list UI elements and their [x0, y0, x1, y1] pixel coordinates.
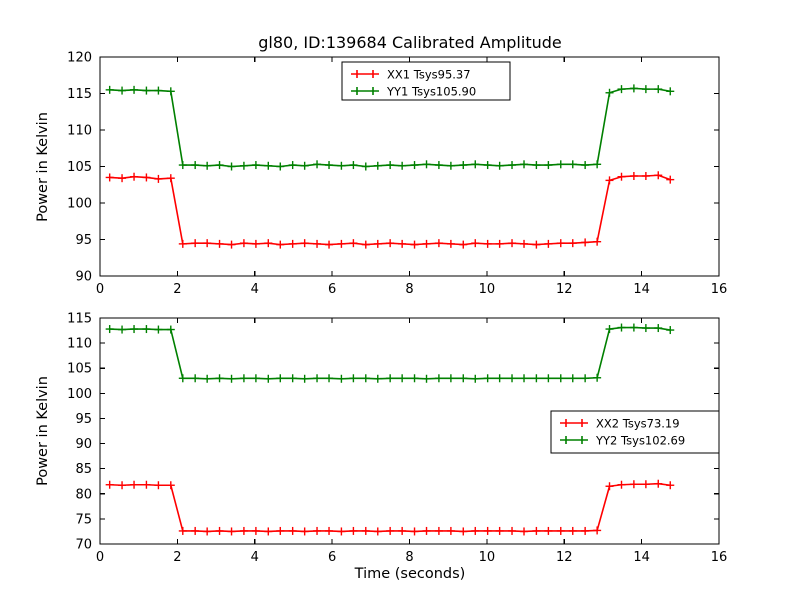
- top-panel-x-ticks: [99, 57, 720, 276]
- x-tick-label: 2: [173, 550, 181, 565]
- bottom-panel: 0 2 4 6 8 10 12 14 16 70 75 80 85 90 95 100 105 110 115 P…: [35, 312, 727, 583]
- y-tick-label: 110: [67, 124, 92, 139]
- data-markers-yy1: [105, 84, 675, 171]
- x-tick-label: 8: [405, 282, 413, 297]
- figure-title: gl80, ID:139684 Calibrated Amplitude: [258, 33, 561, 52]
- x-tick-label: 2: [173, 282, 181, 297]
- x-tick-label: 8: [405, 550, 413, 565]
- top-panel-legend[interactable]: XX1 Tsys95.37 YY1 Tsys105.90: [341, 61, 511, 101]
- x-tick-label: 0: [96, 550, 104, 565]
- top-panel-y-axis-label: Power in Kelvin: [35, 112, 51, 222]
- data-markers-yy2: [105, 323, 675, 383]
- legend-box: [341, 61, 511, 101]
- y-tick-label: 80: [75, 487, 92, 502]
- y-tick-label: 75: [75, 512, 92, 527]
- bottom-panel-legend[interactable]: XX2 Tsys73.19 YY2 Tsys102.69: [550, 410, 720, 454]
- y-tick-label: 115: [67, 87, 92, 102]
- y-tick-label: 100: [67, 387, 92, 402]
- bottom-panel-x-axis-label: Time (seconds): [354, 566, 466, 582]
- x-tick-label: 10: [479, 550, 496, 565]
- x-tick-label: 14: [633, 550, 650, 565]
- x-tick-label: 16: [711, 282, 728, 297]
- top-panel: 0 2 4 6 8 10 12 14 16 90 95 100 105 110 115 120 Power …: [35, 51, 727, 298]
- data-markers-xx1: [105, 171, 675, 249]
- bottom-panel-y-tick-labels: 70 75 80 85 90 95 100 105 110 115: [67, 312, 92, 553]
- top-panel-data-traces: [105, 84, 675, 249]
- y-tick-label: 70: [75, 538, 92, 553]
- legend-label: YY2 Tsys102.69: [595, 434, 685, 448]
- y-tick-label: 95: [75, 233, 92, 248]
- bottom-panel-data-traces: [105, 323, 675, 536]
- top-panel-y-ticks: [100, 56, 719, 277]
- bottom-panel-x-tick-labels: 0 2 4 6 8 10 12 14 16: [96, 550, 727, 565]
- y-tick-label: 105: [67, 160, 92, 175]
- top-panel-x-tick-labels: 0 2 4 6 8 10 12 14 16: [96, 282, 727, 297]
- y-tick-label: 120: [67, 51, 92, 66]
- x-tick-label: 14: [633, 282, 650, 297]
- top-panel-y-tick-labels: 90 95 100 105 110 115 120: [67, 51, 92, 285]
- y-tick-label: 115: [67, 312, 92, 327]
- x-tick-label: 4: [251, 282, 259, 297]
- bottom-panel-x-ticks: [99, 318, 720, 544]
- bottom-panel-y-axis-label: Power in Kelvin: [35, 376, 51, 486]
- y-tick-label: 110: [67, 337, 92, 352]
- legend-label: YY1 Tsys105.90: [386, 85, 476, 99]
- x-tick-label: 0: [96, 282, 104, 297]
- y-tick-label: 95: [75, 412, 92, 427]
- x-tick-label: 10: [479, 282, 496, 297]
- legend-box: [550, 410, 720, 454]
- x-tick-label: 12: [556, 282, 573, 297]
- y-tick-label: 90: [75, 437, 92, 452]
- y-tick-label: 90: [75, 270, 92, 285]
- x-tick-label: 6: [328, 550, 336, 565]
- data-markers-xx2: [105, 479, 675, 536]
- legend-label: XX1 Tsys95.37: [387, 68, 471, 82]
- y-tick-label: 100: [67, 197, 92, 212]
- x-tick-label: 16: [711, 550, 728, 565]
- legend-label: XX2 Tsys73.19: [596, 417, 680, 431]
- y-tick-label: 85: [75, 462, 92, 477]
- x-tick-label: 6: [328, 282, 336, 297]
- x-tick-label: 4: [251, 550, 259, 565]
- x-tick-label: 12: [556, 550, 573, 565]
- y-tick-label: 105: [67, 362, 92, 377]
